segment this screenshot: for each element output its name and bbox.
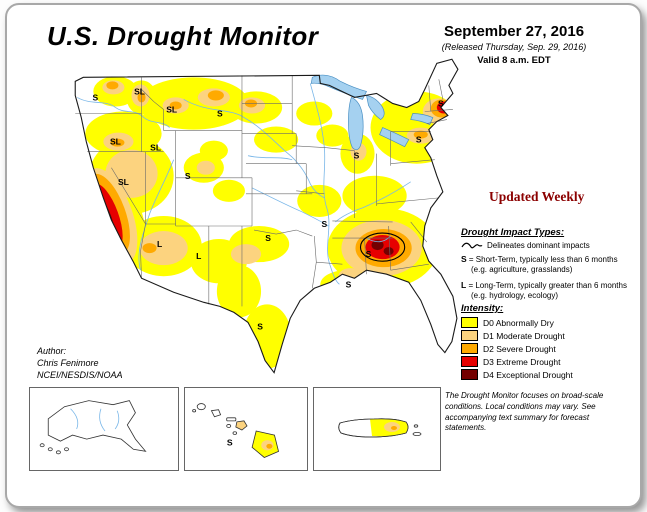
us-outline [74,58,459,374]
impact-long-term-key: L [461,279,467,290]
puerto-rico-inset-map [313,387,441,471]
great-lakes [310,74,434,151]
impact-types-legend: Drought Impact Types: Delineates dominan… [461,227,633,302]
author-label: Author: [37,346,67,356]
d4-swatch [461,369,478,380]
map-impact-label: S [257,321,263,331]
map-date: September 27, 2016 [443,23,585,40]
alaska-inset-map [29,387,179,471]
map-impact-label: SL [118,177,129,187]
author-block: Author: Chris Fenimore NCEI/NESDIS/NOAA [37,345,123,381]
delineation-line-icon [461,242,483,249]
map-impact-label: S [185,171,191,181]
legend-row-d3: D3 Extreme Drought [461,356,633,367]
legend-row-d4: D4 Exceptional Drought [461,369,633,380]
d1-swatch [461,330,478,341]
author-name: Chris Fenimore [37,358,99,369]
intensity-heading: Intensity: [461,303,504,314]
hawaii-impact-label: S [227,437,233,447]
legend-row-d1: D1 Moderate Drought [461,330,633,341]
page-title: U.S. Drought Monitor [47,21,319,51]
map-impact-label: S [416,135,422,145]
d0-swatch [461,317,478,328]
impact-short-term-text: = Short-Term, typically less than 6 mont… [468,255,618,275]
map-impact-label: SL [134,86,145,96]
d2-swatch [461,343,478,354]
map-impact-label: S [354,151,360,161]
impact-short-term: S = Short-Term, typically less than 6 mo… [461,254,633,276]
impact-short-term-key: S [461,254,467,264]
drought-monitor-panel: U.S. Drought Monitor September 27, 2016 … [5,3,642,508]
d4-label: D4 Exceptional Drought [483,369,573,380]
impact-delineates-label: Delineates dominant impacts [487,241,590,250]
hawaii-inset-map: S [184,387,308,471]
hawaii-islands [192,403,280,458]
southeast-impact-circle [359,232,406,262]
d3-label: D3 Extreme Drought [483,356,561,367]
map-impact-label: SL [110,137,121,147]
d0-label: D0 Abnormally Dry [483,317,554,328]
map-impact-label: S [366,249,372,259]
updated-weekly-label: Updated Weekly [489,189,585,204]
alaska-outline [47,400,147,452]
map-impact-label: S [265,233,271,243]
impact-long-term: L = Long-Term, typically greater than 6 … [461,280,633,302]
disclaimer-text: The Drought Monitor focuses on broad-sca… [445,391,604,433]
map-impact-label: L [196,251,201,261]
date-block: September 27, 2016 (Released Thursday, S… [405,23,623,66]
map-impact-label: S [438,98,444,108]
map-impact-label: L [157,239,162,249]
map-impact-label: SL [150,143,161,153]
released-date: (Released Thursday, Sep. 29, 2016) [441,42,587,52]
map-impact-label: SL [166,104,177,114]
author-org: NCEI/NESDIS/NOAA [37,370,123,381]
valid-time: Valid 8 a.m. EDT [477,55,551,66]
state-borders [75,75,453,307]
impact-types-heading: Drought Impact Types: [461,227,565,238]
d2-label: D2 Severe Drought [483,343,556,354]
map-impact-label: S [346,279,352,289]
d3-swatch [461,356,478,367]
map-impact-labels: S SL SL S SL SL SL S L S S S S S S S S L [92,86,444,331]
d1-label: D1 Moderate Drought [483,330,565,341]
map-impact-label: S [92,92,98,102]
map-impact-label: S [321,219,327,229]
intensity-legend: Intensity: D0 Abnormally Dry D1 Moderate… [461,303,633,380]
legend-row-d0: D0 Abnormally Dry [461,317,633,328]
map-impact-label: S [217,109,223,119]
impact-long-term-text: = Long-Term, typically greater than 6 mo… [468,280,627,301]
rivers [77,83,411,285]
conus-map: S SL SL S SL SL SL S L S S S S S S S S L [74,58,459,374]
legend-row-d2: D2 Severe Drought [461,343,633,354]
